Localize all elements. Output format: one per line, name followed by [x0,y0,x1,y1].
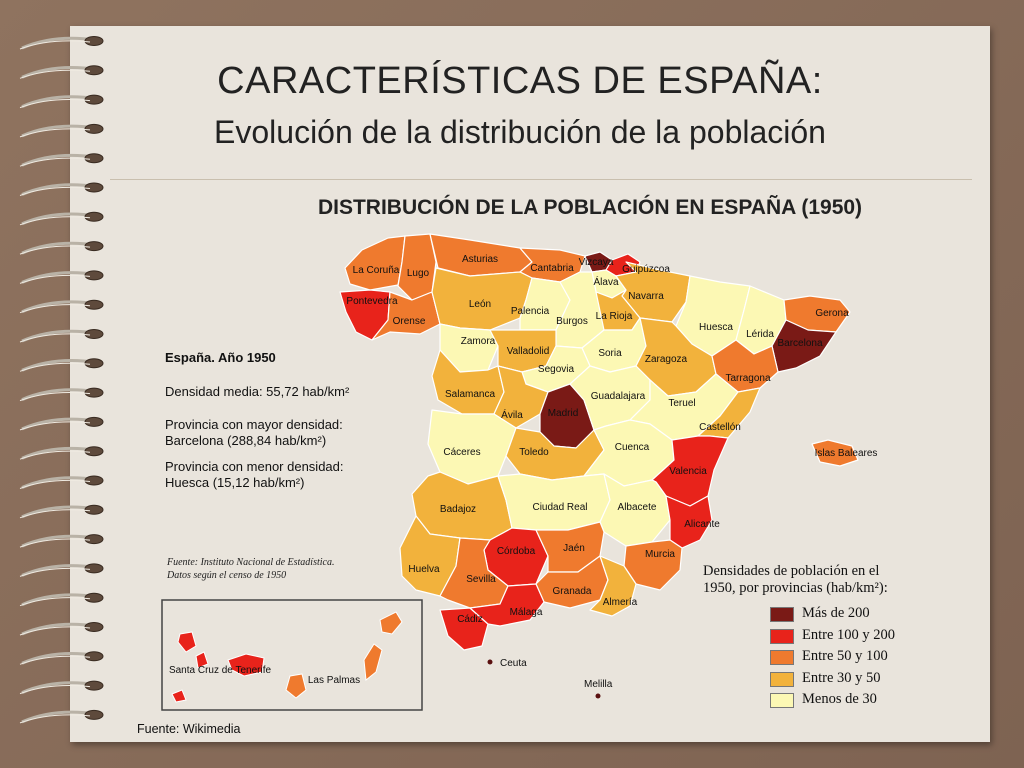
info-min-value: Huesca (15,12 hab/km²) [165,475,305,490]
province-labels: La Coruña Lugo Asturias Cantabria Vizcaya Gui… [169,254,877,690]
province-lugo [397,233,437,301]
label-valencia: Valencia [669,466,707,477]
label-huelva: Huelva [408,564,440,575]
label-castellon: Castellón [699,422,741,433]
legend-swatch [770,693,794,708]
label-toledo: Toledo [519,447,549,458]
info-min-label: Provincia con menor densidad: [165,459,344,474]
slide-title: CARACTERÍSTICAS DE ESPAÑA: [217,60,823,102]
label-zamora: Zamora [461,336,496,347]
label-granada: Granada [553,586,592,597]
info-max-label: Provincia con mayor densidad: [165,417,343,432]
province-alicante [665,495,713,549]
data-source: Fuente: Instituto Nacional de Estadístic… [167,557,335,581]
label-santa-cruz-de-tenerife: Santa Cruz de Tenerife [169,665,272,676]
label-soria: Soria [598,348,622,359]
legend-title: Densidades de población en el 1950, por … [703,563,888,596]
label-barcelona: Barcelona [777,338,822,349]
label-murcia: Murcia [645,549,675,560]
label-salamanca: Salamanca [445,389,495,400]
label-guipuzcoa: Guipúzcoa [622,264,670,275]
label-malaga: Málaga [510,607,543,618]
label-lerida: Lérida [746,329,774,340]
info-max-value: Barcelona (288,84 hab/km²) [165,433,327,448]
label-cuenca: Cuenca [615,442,650,453]
label-islas-baleares: Islas Baleares [815,448,878,459]
island-santa-cruz-de-tenerife-1 [177,631,197,653]
label-cadiz: Cádiz [457,614,483,625]
island-santa-cruz-de-tenerife-4 [171,689,187,703]
label-zaragoza: Zaragoza [645,354,688,365]
label-leon: León [469,299,491,310]
label-badajoz: Badajoz [440,504,476,515]
province-islas-baleares [811,439,859,467]
island-santa-cruz-de-tenerife-2 [195,651,209,669]
label-jaen: Jaén [563,543,585,554]
legend-label: Menos de 30 [802,691,877,707]
island-las-palmas-1 [285,673,307,699]
map-title: DISTRIBUCIÓN DE LA POBLACIÓN EN ESPAÑA (… [317,196,863,219]
label-lugo: Lugo [407,268,430,279]
legend-swatch [770,628,794,644]
legend-swatch [770,671,794,687]
legend-label: Más de 200 [802,605,870,621]
label-teruel: Teruel [668,398,695,409]
label-pontevedra: Pontevedra [346,296,398,307]
slide-subtitle: Evolución de la distribución de la pobla… [214,114,826,150]
label-cordoba: Córdoba [497,546,536,557]
label-gerona: Gerona [815,308,849,319]
label-navarra: Navarra [628,291,664,302]
canary-inset-frame [161,599,423,711]
label-huesca: Huesca [699,322,733,333]
legend-swatch [770,607,794,622]
footer-source: Fuente: Wikimedia [137,722,241,736]
label-tarragona: Tarragona [725,373,770,384]
legend-swatch [770,650,794,665]
label-orense: Orense [393,316,426,327]
island-las-palmas-3 [379,611,403,635]
label-burgos: Burgos [556,316,588,327]
label-albacete: Albacete [618,502,657,513]
island-santa-cruz-de-tenerife-3 [227,653,265,677]
label-segovia: Segovia [538,364,575,375]
label-sevilla: Sevilla [466,574,496,585]
province-la-coruna [344,235,406,291]
legend-label: Entre 50 y 100 [802,648,888,664]
province-shapes [339,233,859,699]
label-vizcaya: Vizcaya [579,257,614,268]
label-caceres: Cáceres [443,447,480,458]
label-la-rioja: La Rioja [596,311,633,322]
label-guadalajara: Guadalajara [591,391,646,402]
info-heading: España. Año 1950 [165,350,276,365]
label-melilla: Melilla [584,679,613,690]
label-alava: Álava [593,275,618,288]
canary-islands [171,611,403,703]
label-palencia: Palencia [511,306,550,317]
province-malaga [469,583,545,627]
label-alicante: Alicante [684,519,720,530]
label-madrid: Madrid [548,408,579,419]
label-ceuta: Ceuta [500,658,527,669]
info-density-avg: Densidad media: 55,72 hab/km² [165,384,350,399]
province-almeria [589,555,637,617]
label-valladolid: Valladolid [507,346,550,357]
province-caceres [427,409,517,485]
province-albacete [599,473,671,547]
label-la-coruna: La Coruña [353,265,400,276]
label-almeria: Almería [603,597,638,608]
island-las-palmas-2 [363,643,383,681]
label-asturias: Asturias [462,254,498,265]
spiral-binding [19,36,104,724]
label-las-palmas: Las Palmas [308,675,360,686]
city-dot-melilla [595,693,601,699]
city-dot-ceuta [487,659,493,665]
province-orense [371,291,441,341]
label-cantabria: Cantabria [530,263,574,274]
legend-label: Entre 30 y 50 [802,669,881,686]
legend-label: Entre 100 y 200 [802,626,896,643]
title-divider [110,179,972,180]
label-avila: Ávila [501,408,523,421]
label-ciudad-real: Ciudad Real [532,502,587,513]
